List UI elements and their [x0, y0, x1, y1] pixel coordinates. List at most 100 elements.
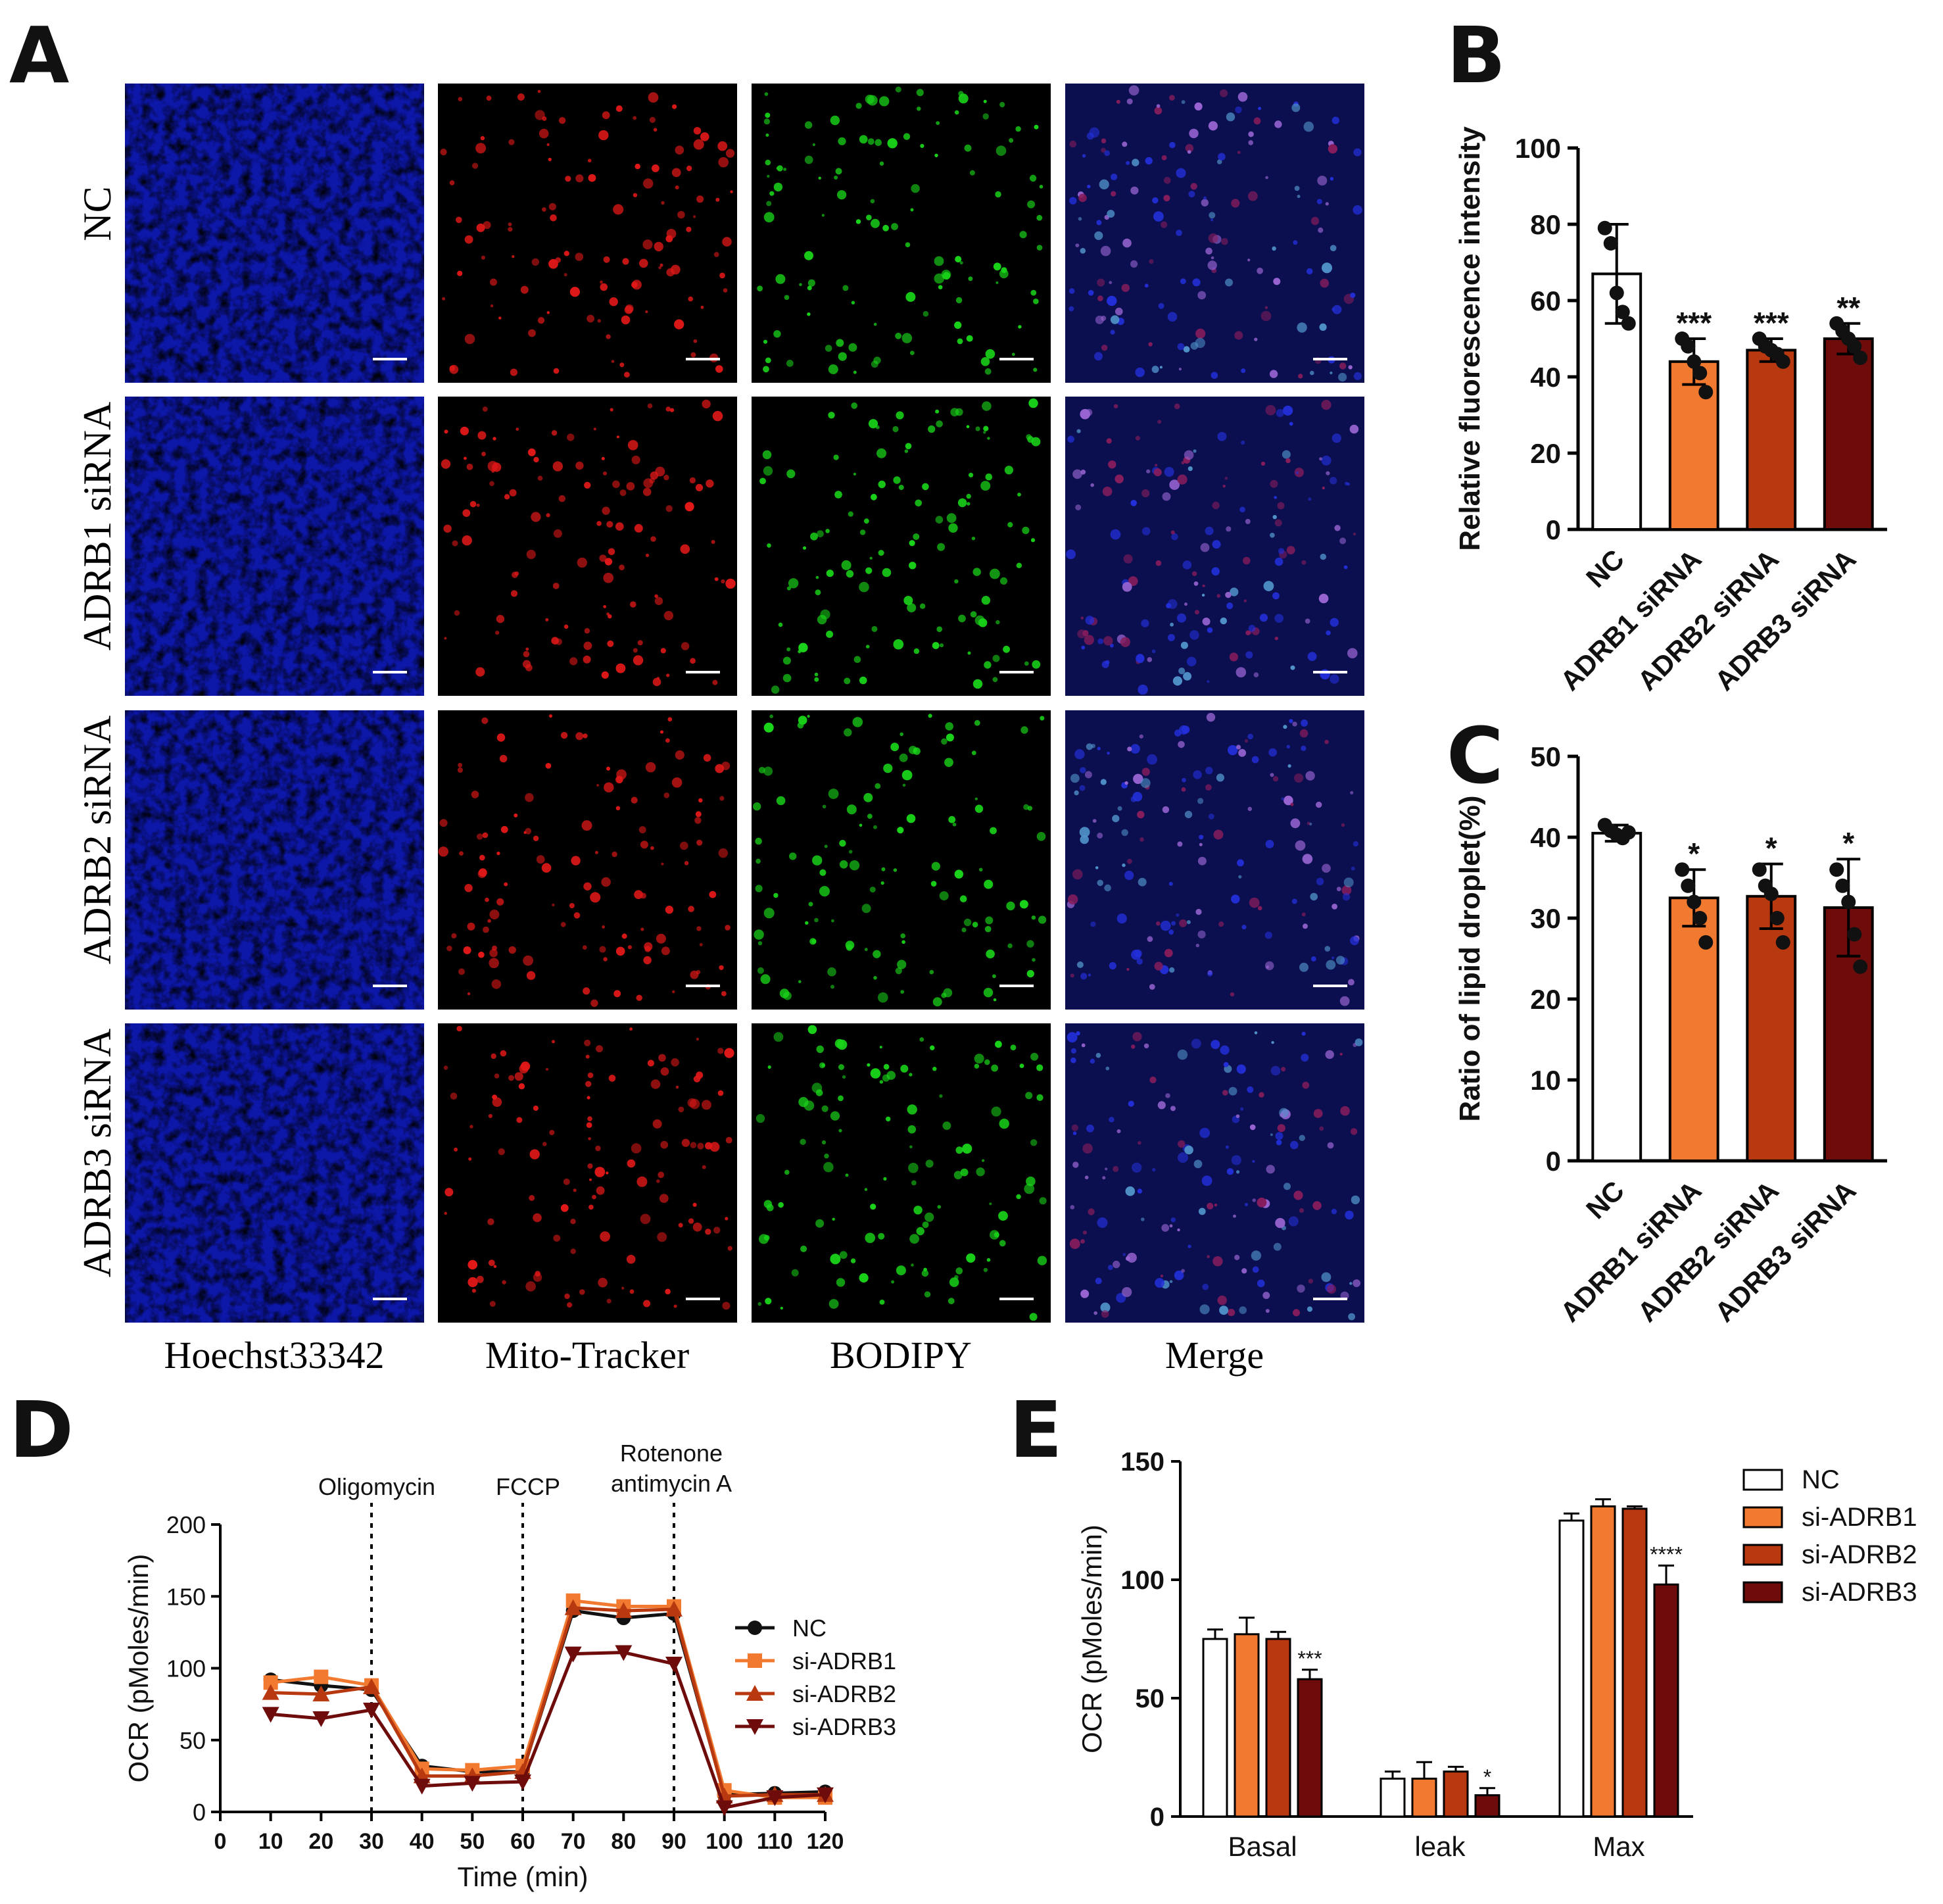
series-point-si-adrb3 — [817, 1787, 834, 1803]
signal-spot — [905, 443, 912, 450]
signal-spot — [1247, 258, 1251, 262]
signal-spot — [675, 185, 679, 189]
signal-spot — [773, 182, 783, 192]
signal-spot — [1146, 469, 1151, 474]
merge-tint — [1065, 1023, 1364, 1323]
signal-spot — [629, 1289, 635, 1294]
signal-spot — [1122, 582, 1132, 592]
signal-spot — [1186, 656, 1197, 667]
signal-spot — [1252, 1159, 1255, 1163]
signal-spot — [603, 572, 613, 583]
signal-spot — [1294, 773, 1304, 783]
signal-spot — [493, 1265, 497, 1268]
signal-spot — [1023, 804, 1029, 810]
signal-spot — [917, 107, 921, 111]
micrograph-2-0 — [125, 710, 424, 1010]
signal-spot — [1085, 616, 1095, 625]
signal-spot — [687, 1098, 697, 1108]
signal-spot — [1316, 801, 1322, 808]
signal-spot — [642, 239, 653, 250]
nuclei-texture — [125, 84, 424, 383]
signal-spot — [468, 1277, 478, 1288]
signal-spot — [444, 429, 448, 434]
data-point-adrb2-sirna — [1775, 354, 1790, 369]
signal-spot — [1350, 293, 1356, 298]
signal-spot — [601, 671, 609, 679]
signal-spot — [1026, 940, 1034, 948]
signal-spot — [1186, 920, 1191, 925]
signal-spot — [567, 1302, 573, 1308]
signal-spot — [1211, 1040, 1220, 1050]
signal-spot — [827, 967, 836, 977]
signal-spot — [1080, 1239, 1085, 1244]
signal-spot — [654, 597, 663, 606]
signal-spot — [584, 481, 591, 489]
signal-spot — [640, 841, 648, 849]
signal-spot — [1283, 405, 1293, 416]
signal-spot — [983, 431, 986, 434]
signal-spot — [1353, 205, 1362, 215]
signal-spot — [492, 1097, 502, 1107]
signal-spot — [560, 921, 566, 927]
signal-spot — [1243, 599, 1247, 602]
signal-spot — [922, 1221, 929, 1229]
signal-spot — [896, 1265, 906, 1276]
x-tick-label-adrb3-sirna: ADRB3 siRNA — [1709, 1175, 1862, 1328]
signal-spot — [615, 806, 621, 811]
signal-spot — [608, 1075, 616, 1082]
signal-spot — [508, 227, 513, 232]
signal-spot — [808, 902, 813, 907]
series-line-si-adrb3 — [270, 1650, 826, 1810]
series-point-si-adrb3 — [464, 1776, 481, 1792]
signal-spot — [602, 925, 605, 929]
signal-spot — [1195, 610, 1199, 615]
signal-spot — [1025, 1092, 1033, 1100]
signal-spot — [809, 938, 817, 945]
signal-spot — [663, 793, 670, 798]
signal-spot — [757, 285, 763, 291]
x-tick-label-100: 100 — [706, 1829, 743, 1854]
signal-spot — [1160, 1275, 1163, 1278]
signal-spot — [1149, 984, 1155, 990]
signal-spot — [1106, 438, 1112, 444]
signal-spot — [983, 99, 987, 103]
signal-spot — [443, 524, 452, 533]
signal-spot — [650, 1079, 661, 1089]
signal-spot — [1228, 1086, 1237, 1096]
signal-spot — [1084, 771, 1092, 779]
signal-spot — [868, 419, 878, 429]
signal-spot — [665, 738, 670, 743]
signal-spot — [690, 1142, 697, 1148]
signal-spot — [1290, 1140, 1299, 1150]
signal-spot — [637, 640, 643, 646]
signal-spot — [1079, 827, 1090, 838]
signal-spot — [849, 860, 860, 871]
signal-spot — [692, 1202, 697, 1207]
signal-spot — [1113, 404, 1118, 408]
signal-spot — [763, 118, 770, 125]
signal-spot — [552, 1040, 555, 1044]
signal-spot — [533, 1106, 539, 1111]
signal-spot — [984, 879, 994, 889]
signal-spot — [1033, 368, 1038, 372]
signal-spot — [984, 925, 992, 933]
signal-spot — [1095, 1277, 1102, 1284]
signal-spot — [1206, 712, 1216, 722]
signal-spot — [462, 535, 472, 546]
signal-spot — [1201, 593, 1205, 597]
signal-spot — [639, 258, 648, 268]
signal-spot — [1029, 1313, 1038, 1321]
signal-spot — [1208, 121, 1218, 131]
signal-spot — [1322, 864, 1331, 873]
signal-spot — [879, 1300, 885, 1305]
signal-spot — [930, 1045, 935, 1050]
signal-spot — [1247, 806, 1253, 812]
signal-spot — [1164, 177, 1171, 184]
signal-spot — [931, 862, 940, 871]
signal-spot — [508, 222, 512, 226]
merge-tint — [1065, 397, 1364, 696]
signal-spot — [1299, 962, 1308, 972]
signal-spot — [941, 738, 948, 745]
